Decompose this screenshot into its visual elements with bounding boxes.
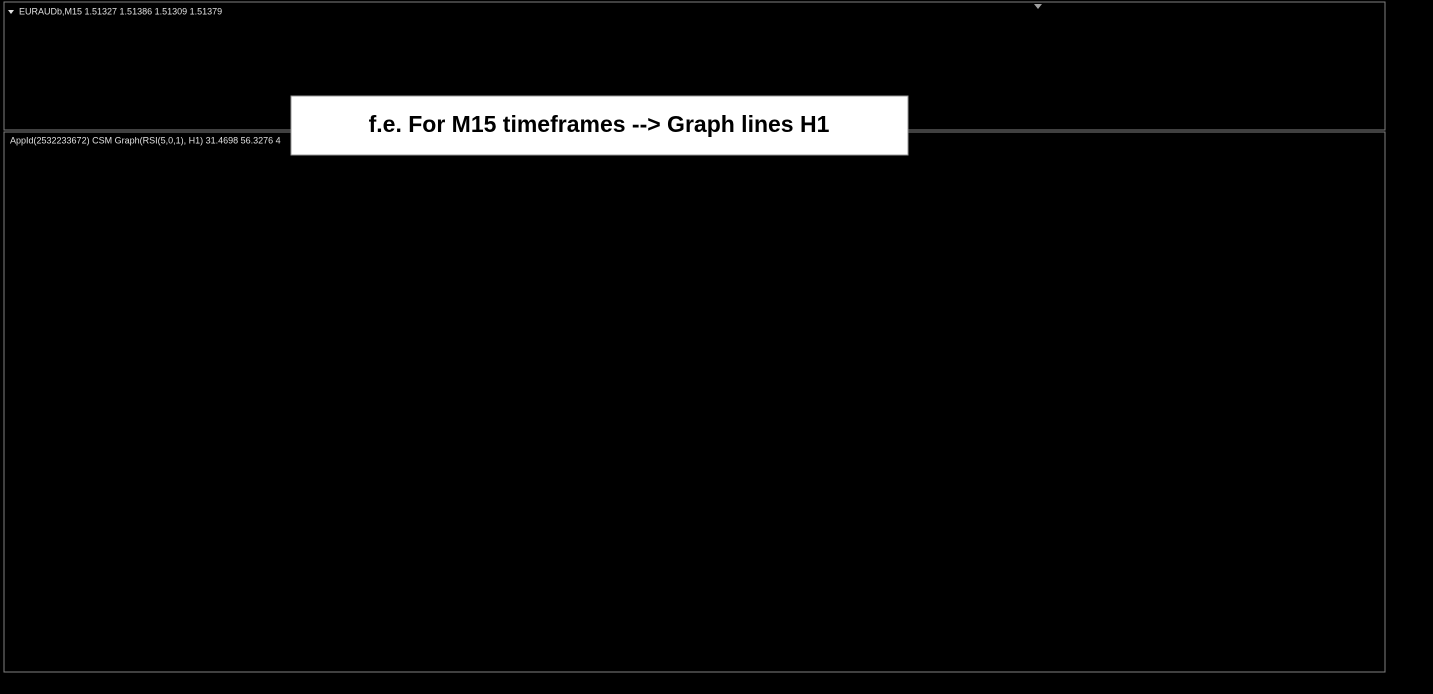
menu-arrow[interactable] (8, 10, 14, 14)
annotation: f.e. For M15 timeframes --> Graph lines … (369, 111, 830, 137)
shift-marker (1034, 4, 1042, 9)
indicator-title: AppId(2532233672) CSM Graph(RSI(5,0,1), … (10, 135, 281, 145)
annotation-box (290, 95, 909, 156)
price-chart-title: EURAUDb,M15 1.51327 1.51386 1.51309 1.51… (19, 6, 222, 16)
